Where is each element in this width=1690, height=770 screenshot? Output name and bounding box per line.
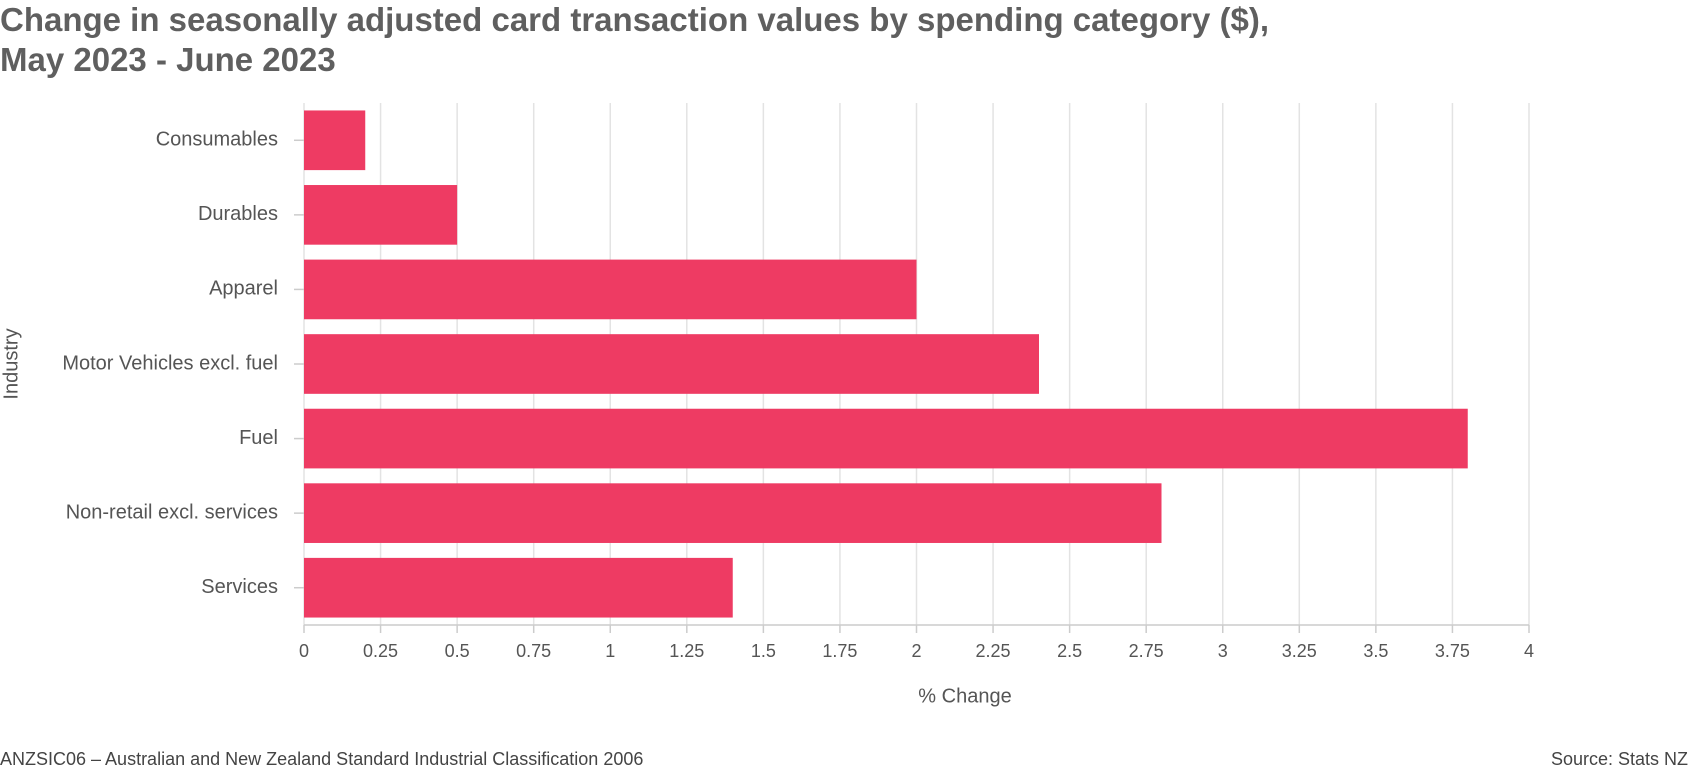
x-tick-label: 2.75 xyxy=(1129,641,1164,661)
x-tick-label: 1.75 xyxy=(822,641,857,661)
x-tick-label: 2 xyxy=(911,641,921,661)
footnote: ANZSIC06 – Australian and New Zealand St… xyxy=(0,749,643,769)
y-tick-label: Motor Vehicles excl. fuel xyxy=(62,352,278,374)
y-tick-label: Consumables xyxy=(156,129,278,151)
x-tick-label: 3.75 xyxy=(1435,641,1470,661)
y-tick-label: Fuel xyxy=(239,427,278,449)
x-tick-label: 0.5 xyxy=(445,641,470,661)
x-tick-label: 1.25 xyxy=(669,641,704,661)
x-tick-label: 2.25 xyxy=(976,641,1011,661)
x-tick-label: 2.5 xyxy=(1057,641,1082,661)
source: Source: Stats NZ xyxy=(1551,749,1688,769)
x-axis-label: % Change xyxy=(918,685,1011,707)
y-tick-label: Apparel xyxy=(209,278,278,300)
x-tick-label: 0.75 xyxy=(516,641,551,661)
y-tick-label: Durables xyxy=(198,203,278,225)
chart-title: Change in seasonally adjusted card trans… xyxy=(0,1,1270,78)
x-tick-label: 3.5 xyxy=(1363,641,1388,661)
bar xyxy=(304,334,1039,394)
bar xyxy=(304,185,458,245)
bar xyxy=(304,408,1468,469)
x-tick-label: 0 xyxy=(299,641,309,661)
bar xyxy=(304,110,366,171)
x-tick-label: 3 xyxy=(1218,641,1228,661)
y-tick-label: Services xyxy=(201,576,278,598)
x-tick-label: 3.25 xyxy=(1282,641,1317,661)
y-axis-label: Industry xyxy=(0,328,22,399)
x-tick-label: 1 xyxy=(605,641,615,661)
x-tick-label: 1.5 xyxy=(751,641,776,661)
bar xyxy=(304,483,1162,543)
y-tick-label: Non-retail excl. services xyxy=(66,501,278,523)
bar xyxy=(304,259,917,320)
bar xyxy=(304,557,733,618)
x-tick-label: 0.25 xyxy=(363,641,398,661)
x-tick-label: 4 xyxy=(1524,641,1534,661)
